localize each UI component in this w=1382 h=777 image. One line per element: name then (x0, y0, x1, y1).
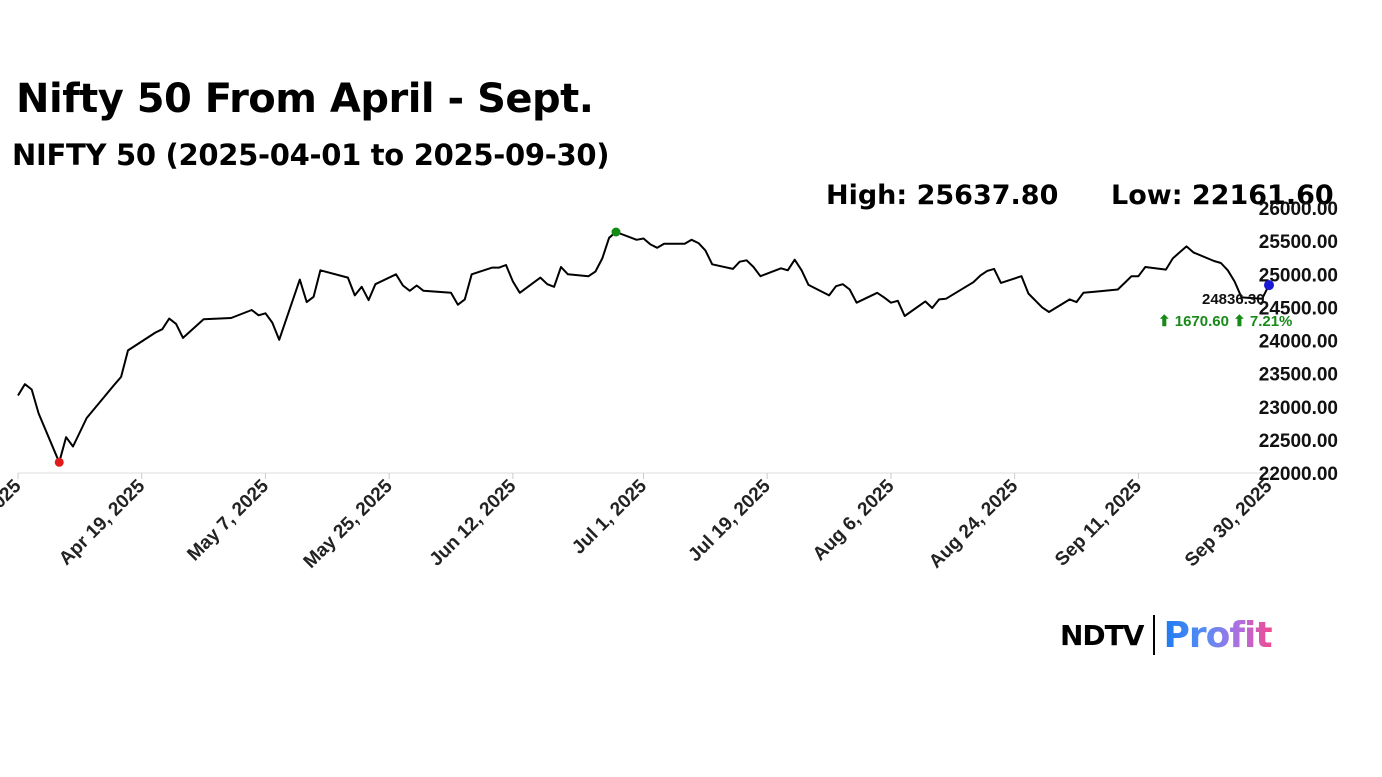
chart-subtitle: NIFTY 50 (2025-04-01 to 2025-09-30) (12, 138, 610, 172)
high-point-marker (611, 227, 621, 237)
ndtv-profit-logo: NDTV Profit (1060, 611, 1273, 659)
last-point-marker (1264, 280, 1274, 291)
y-tick-label: 24000.00 (1259, 332, 1338, 353)
chart-title: Nifty 50 From April - Sept. (16, 76, 594, 122)
y-tick-label: 25500.00 (1259, 232, 1338, 253)
marker-layer (54, 227, 1274, 467)
y-tick-label: 25000.00 (1259, 265, 1338, 286)
low-point-marker (54, 457, 64, 467)
x-tick-label: Jul 19, 2025 (684, 475, 775, 566)
y-tick-label: 23500.00 (1259, 365, 1338, 386)
x-tick-label: Jul 1, 2025 (568, 475, 651, 558)
y-tick-label: 23000.00 (1259, 398, 1338, 419)
axis-layer: 22000.00 22500.00 23000.00 23500.00 24000.00… (0, 199, 1338, 573)
x-tick-label: May 25, 2025 (300, 475, 397, 572)
series-layer (17, 231, 1270, 464)
x-tick-label: Jun 12, 2025 (426, 475, 521, 570)
x-tick-label: Aug 24, 2025 (925, 475, 1022, 572)
series-line (17, 231, 1270, 464)
x-tick-label: Sep 30, 2025 (1181, 475, 1277, 571)
change-label: ⬆ 1670.60 ⬆ 7.21% (1158, 313, 1293, 330)
y-tick-label: 22000.00 (1259, 464, 1338, 485)
last-value-label: 24836.30 (1202, 291, 1265, 308)
high-value-label: High: 25637.80 (826, 180, 1059, 211)
x-tick-label: May 7, 2025 (183, 475, 273, 565)
x-tick-label: Sep 11, 2025 (1051, 475, 1146, 570)
y-tick-label: 22500.00 (1259, 431, 1338, 452)
y-tick-label: 24500.00 (1259, 298, 1338, 319)
logo-ndtv-text: NDTV (1060, 618, 1144, 652)
y-tick-label: 26000.00 (1259, 199, 1338, 220)
logo-profit-text: Profit (1163, 614, 1272, 656)
x-tick-label: Aug 6, 2025 (809, 475, 899, 565)
x-tick-label: Apr 1, 2025 (0, 475, 26, 562)
low-value-label: Low: 22161.60 (1111, 180, 1334, 211)
x-tick-label: Apr 19, 2025 (55, 475, 149, 569)
logo-separator (1153, 615, 1156, 655)
